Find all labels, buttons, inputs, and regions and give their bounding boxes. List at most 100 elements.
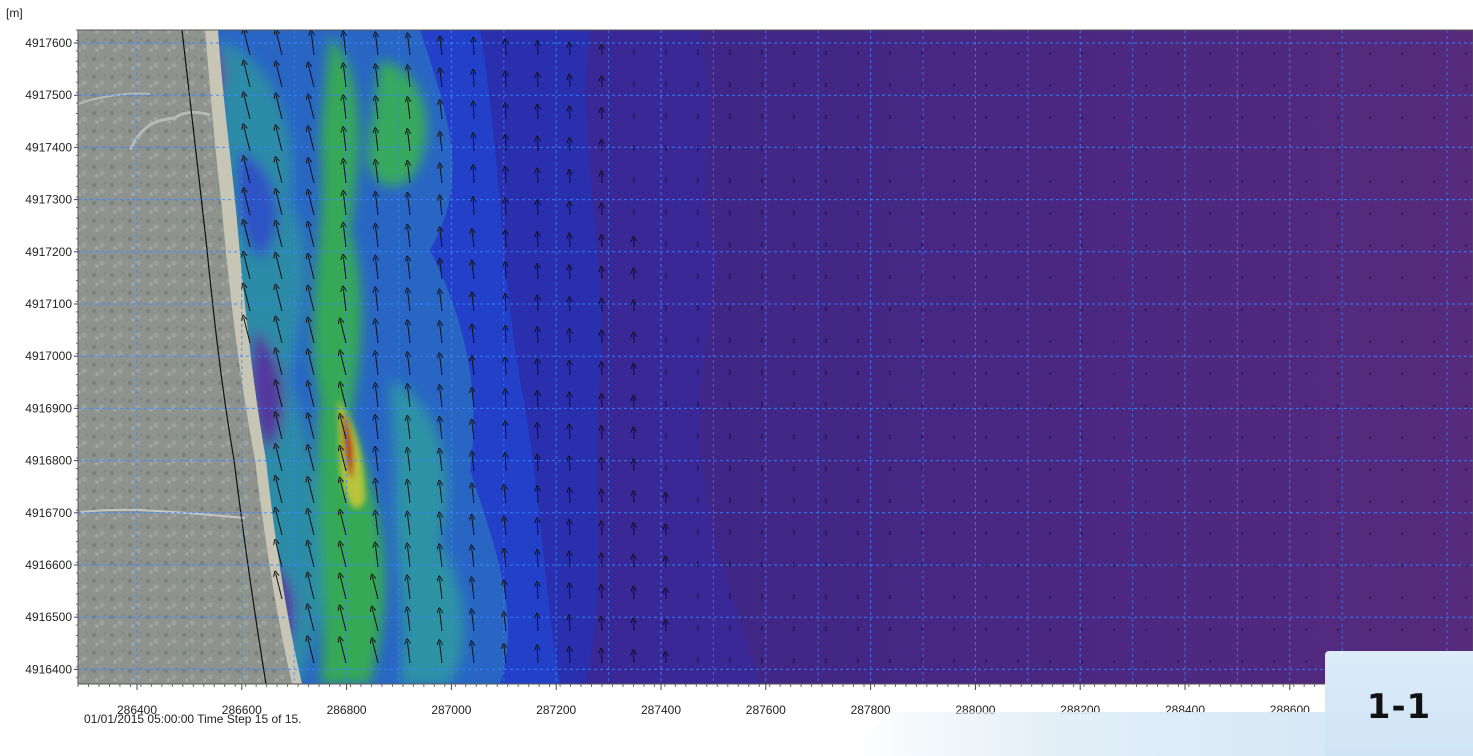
current-arrow	[569, 522, 570, 536]
current-arrow	[440, 70, 442, 88]
current-arrow	[276, 64, 283, 88]
current-arrow	[308, 192, 315, 216]
current-arrow	[440, 134, 442, 152]
current-arrow	[601, 460, 602, 472]
x-tick-label: 287200	[536, 703, 576, 717]
current-arrow	[601, 364, 602, 376]
current-arrow	[601, 619, 602, 632]
current-arrow	[504, 614, 506, 632]
current-arrow	[569, 554, 570, 568]
current-arrow	[408, 67, 410, 88]
current-arrow	[472, 231, 474, 248]
x-axis: 286400 286600 286800 287000 287200 287400 2876…	[77, 684, 1316, 717]
current-arrow	[375, 449, 378, 472]
current-arrow	[569, 331, 570, 344]
y-tick-label: 4917500	[25, 88, 72, 102]
current-arrow	[375, 481, 378, 504]
y-tick-label: 4916800	[25, 454, 72, 468]
current-arrow	[537, 457, 538, 472]
current-arrow	[276, 574, 283, 600]
current-arrow	[408, 99, 410, 120]
current-arrow	[308, 511, 315, 536]
current-arrow	[472, 326, 474, 344]
current-arrow	[276, 127, 283, 152]
current-arrow	[308, 224, 315, 248]
current-arrow	[505, 455, 506, 472]
current-arrow	[276, 382, 283, 408]
current-arrow	[308, 128, 315, 152]
current-arrow	[569, 586, 570, 600]
current-arrow	[375, 258, 378, 280]
current-arrow	[244, 286, 251, 312]
time-step-status: 01/01/2015 05:00:00 Time Step 15 of 15.	[84, 712, 302, 726]
current-arrow	[504, 582, 506, 600]
current-arrow	[407, 609, 410, 632]
current-arrow	[244, 126, 251, 152]
current-arrow	[537, 266, 538, 280]
current-vectors	[244, 31, 1467, 664]
current-arrow	[473, 167, 474, 184]
current-arrow	[472, 263, 474, 280]
current-arrow	[537, 552, 538, 568]
current-arrow	[505, 328, 506, 344]
current-arrow	[244, 158, 251, 184]
current-arrow	[408, 386, 410, 408]
current-arrow	[601, 492, 602, 504]
current-arrow	[537, 616, 538, 632]
current-arrow	[407, 546, 410, 568]
current-arrow	[340, 448, 347, 472]
current-arrow	[569, 172, 570, 184]
current-arrow	[537, 75, 538, 88]
current-arrow	[308, 575, 315, 600]
current-arrow	[569, 490, 570, 504]
current-arrow	[569, 649, 570, 664]
current-arrow	[408, 291, 410, 312]
y-tick-label: 4916500	[25, 610, 72, 624]
grid-lines	[78, 30, 1473, 684]
current-arrow	[473, 135, 474, 152]
current-arrow	[308, 447, 315, 472]
current-arrow	[375, 162, 378, 184]
current-arrow	[244, 94, 251, 120]
current-arrow	[601, 301, 602, 312]
current-arrow	[537, 520, 538, 536]
current-arrow	[601, 396, 602, 408]
current-arrow	[244, 190, 251, 216]
x-tick-label: 287000	[431, 703, 471, 717]
x-tick-label: 286400	[117, 703, 157, 717]
current-arrow	[472, 579, 474, 600]
current-arrow	[537, 170, 538, 184]
current-arrow	[633, 589, 634, 600]
current-arrow	[408, 195, 410, 216]
current-arrow	[340, 639, 347, 664]
unit-label: [m]	[6, 6, 23, 20]
y-tick-label: 4916900	[25, 401, 72, 415]
current-arrow	[569, 395, 570, 408]
current-arrow	[440, 102, 442, 120]
coastline	[181, 30, 267, 684]
current-arrow	[505, 232, 506, 248]
current-arrow	[569, 108, 570, 120]
current-arrow	[505, 264, 506, 280]
current-arrow	[472, 611, 474, 632]
current-arrow	[537, 329, 538, 344]
current-arrow	[343, 34, 346, 56]
current-arrow	[343, 289, 346, 312]
current-arrow	[537, 202, 538, 216]
current-arrow	[244, 254, 251, 280]
x-tick-label: 287800	[851, 703, 891, 717]
current-arrow	[537, 393, 538, 408]
current-arrow	[440, 483, 442, 504]
current-arrow	[376, 66, 378, 88]
current-arrow	[440, 38, 442, 56]
current-arrow	[308, 160, 315, 184]
current-arrow	[376, 98, 378, 120]
current-arrow	[569, 426, 570, 440]
current-arrow	[473, 72, 474, 88]
x-tick-label: 287400	[641, 703, 681, 717]
current-arrow	[440, 419, 442, 440]
current-arrow	[537, 43, 538, 56]
current-arrow	[408, 163, 410, 184]
current-arrow	[569, 458, 570, 472]
